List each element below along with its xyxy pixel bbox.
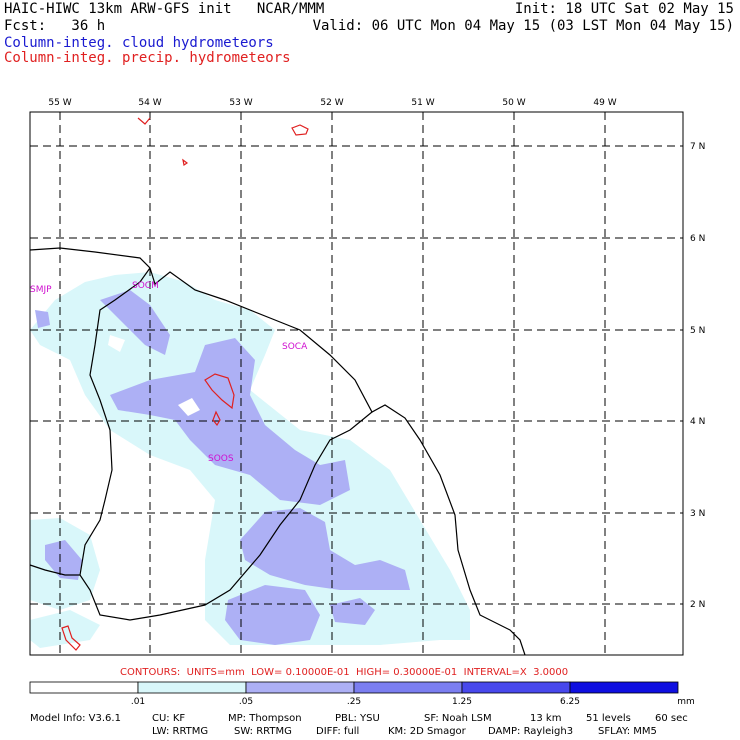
lon-label: 55 W	[48, 98, 71, 108]
lat-label: 5 N	[690, 326, 705, 336]
lon-label: 51 W	[411, 98, 434, 108]
lon-label: 54 W	[138, 98, 161, 108]
resolution: 13 km	[530, 713, 562, 724]
timestep: 60 sec	[655, 713, 688, 724]
contours-info: CONTOURS: UNITS=mm LOW= 0.10000E-01 HIGH…	[120, 667, 569, 678]
lat-label: 7 N	[690, 142, 705, 152]
colorbar-unit: mm	[677, 697, 695, 707]
map-frame	[29, 111, 684, 656]
colorbar-tick: .05	[239, 697, 253, 707]
coastlines	[29, 247, 526, 656]
levels: 51 levels	[586, 713, 631, 724]
station-label: SOCA	[282, 342, 308, 352]
lat-label: 3 N	[690, 509, 705, 519]
lon-label: 52 W	[320, 98, 343, 108]
mp-scheme: MP: Thompson	[228, 713, 302, 724]
pbl-scheme: PBL: YSU	[335, 713, 380, 724]
lat-lon-grid	[30, 112, 683, 655]
sw-scheme: SW: RRTMG	[234, 726, 292, 737]
init-time: Init: 18 UTC Sat 02 May 15	[514, 1, 734, 17]
field-cloud-label: Column-integ. cloud hydrometeors	[4, 35, 274, 51]
colorbar-tick: 1.25	[452, 697, 472, 707]
lw-scheme: LW: RRTMG	[152, 726, 209, 737]
diff-scheme: DIFF: full	[316, 726, 360, 737]
colorbar-tick: .25	[347, 697, 361, 707]
sf-scheme: SF: Noah LSM	[424, 713, 492, 724]
station-label: SMJP	[30, 285, 52, 295]
precip-contours	[61, 117, 309, 651]
lat-label: 2 N	[690, 600, 705, 610]
damp-scheme: DAMP: Rayleigh3	[488, 726, 574, 737]
lon-label: 50 W	[502, 98, 525, 108]
valid-time: Valid: 06 UTC Mon 04 May 15 (03 LST Mon …	[312, 18, 734, 34]
cu-scheme: CU: KF	[152, 713, 186, 724]
colorbar	[29, 681, 679, 694]
lat-label: 4 N	[690, 417, 705, 427]
lon-label: 53 W	[229, 98, 252, 108]
station-label: SOCM	[132, 281, 159, 291]
cloud-shading	[30, 272, 470, 648]
lat-label: 6 N	[690, 234, 705, 244]
model-title: HAIC-HIWC 13km ARW-GFS init NCAR/MMM	[4, 1, 325, 17]
sflay-scheme: SFLAY: MM5	[598, 726, 657, 737]
colorbar-tick: 6.25	[560, 697, 580, 707]
model-info: Model Info: V3.6.1	[30, 713, 121, 724]
lon-label: 49 W	[593, 98, 616, 108]
km-scheme: KM: 2D Smagor	[388, 726, 466, 737]
station-label: SOOS	[208, 454, 234, 464]
colorbar-tick: .01	[131, 697, 145, 707]
field-precip-label: Column-integ. precip. hydrometeors	[4, 50, 291, 66]
forecast-hour: Fcst: 36 h	[4, 18, 106, 34]
